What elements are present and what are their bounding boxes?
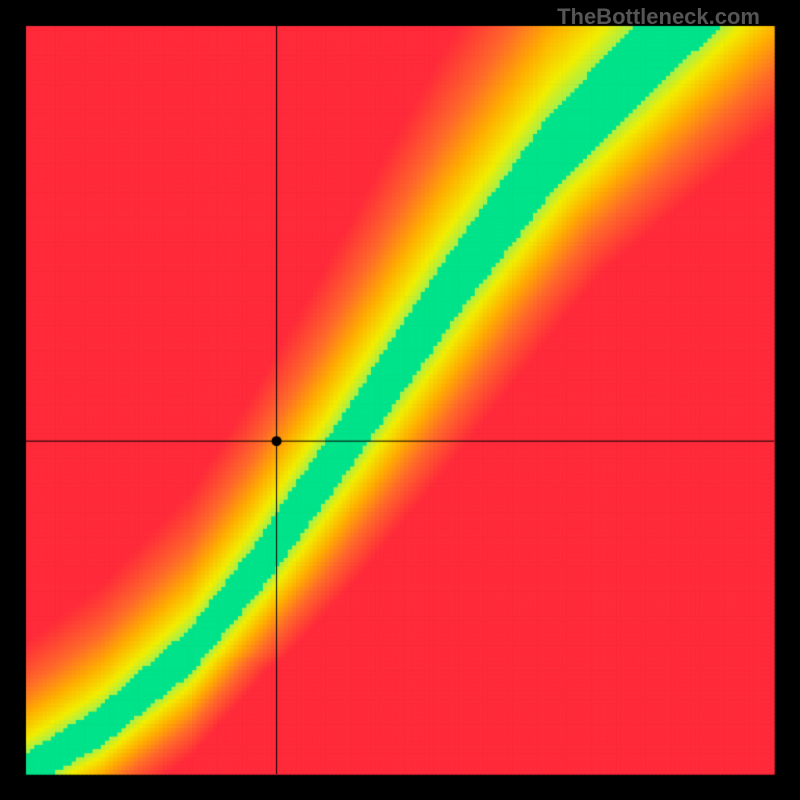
chart-container: TheBottleneck.com	[0, 0, 800, 800]
heatmap-canvas	[0, 0, 800, 800]
watermark-text: TheBottleneck.com	[557, 4, 760, 30]
